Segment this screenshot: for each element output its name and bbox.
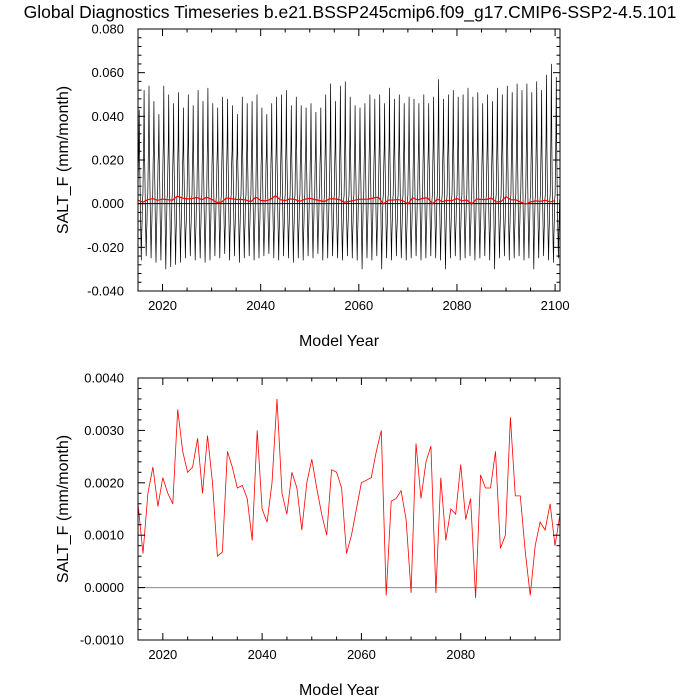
annual-mean-series-line (137, 398, 561, 599)
x-tick-label: 2040 (246, 298, 275, 313)
y-tick-label: 0.060 (91, 65, 124, 80)
y-tick-label: 0.0000 (84, 580, 124, 595)
y-tick-label: 0.000 (91, 196, 124, 211)
y-tick-label: 0.0040 (84, 371, 124, 386)
y-tick-label: 0.0010 (84, 528, 124, 543)
x-tick-label: 2080 (442, 298, 471, 313)
page-title: Global Diagnostics Timeseries b.e21.BSSP… (23, 2, 677, 22)
y-tick-label: -0.020 (87, 240, 124, 255)
y-tick-label: 0.0030 (84, 423, 124, 438)
x-tick-label: 2060 (347, 647, 376, 662)
x-tick-label: 2020 (148, 298, 177, 313)
x-tick-label: 2080 (446, 647, 475, 662)
x-tick-label: 2060 (344, 298, 373, 313)
x-tick-label: 2040 (248, 647, 277, 662)
x-tick-label: 2100 (541, 298, 570, 313)
x-tick-label: 2020 (148, 647, 177, 662)
y-tick-label: -0.040 (87, 284, 124, 299)
annual-mean-series-line (137, 195, 556, 205)
y-axis-title: SALT_F (mm/month) (55, 435, 72, 583)
y-tick-label: 0.0020 (84, 475, 124, 490)
x-axis-title: Model Year (299, 333, 380, 350)
y-tick-label: 0.040 (91, 109, 124, 124)
chart-panel-2: 2020 2040 2060 2080 -0.0010 0.0000 0.0010 0.002… (55, 371, 561, 699)
plot-frame (137, 377, 561, 641)
monthly-series-line (137, 63, 560, 270)
y-tick-label: -0.0010 (80, 633, 124, 648)
y-tick-label: 0.020 (91, 153, 124, 168)
x-axis-title: Model Year (299, 682, 380, 699)
chart-panel-1: 2020 2040 2060 2080 2100 -0.040 -0.020 0.000 0.0… (55, 22, 570, 351)
y-tick-label: 0.080 (91, 22, 124, 37)
y-axis-title: SALT_F (mm/month) (55, 86, 72, 234)
